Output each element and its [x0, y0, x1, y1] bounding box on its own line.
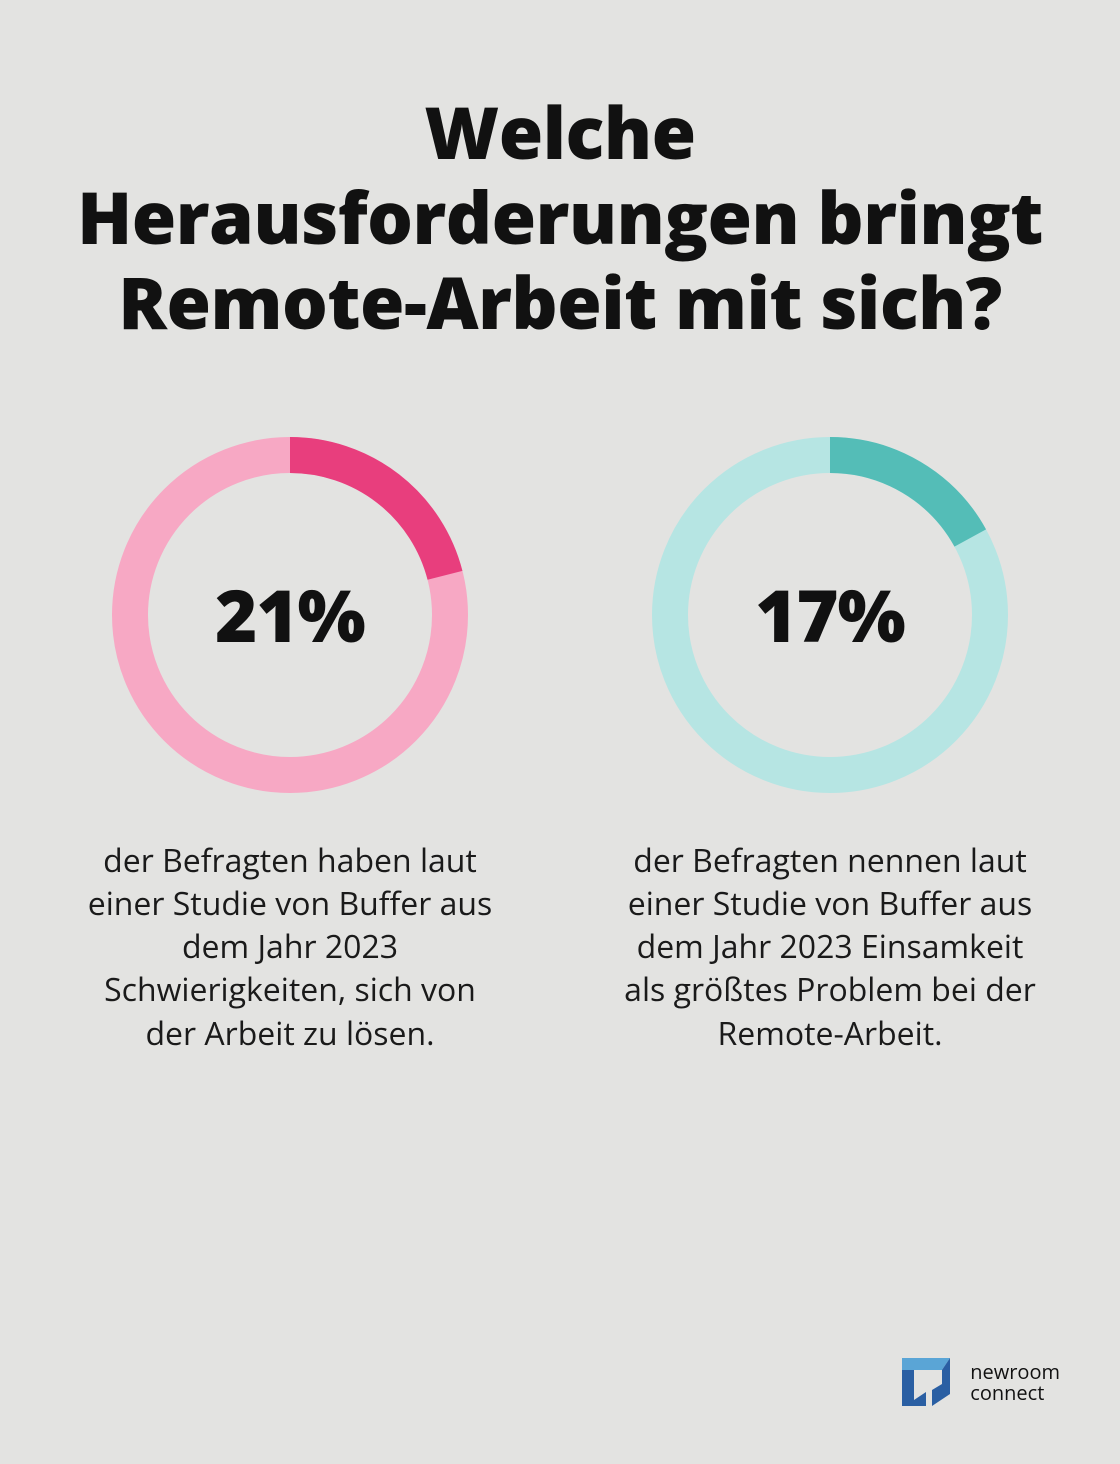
logo-line2: connect: [970, 1382, 1060, 1403]
caption-2: der Befragten nennen laut einer Studie v…: [620, 839, 1040, 1055]
donut-2-percent: 17%: [640, 425, 1020, 805]
caption-1: der Befragten haben laut einer Studie vo…: [80, 839, 500, 1055]
donut-2: 17%: [640, 425, 1020, 805]
page-title: Welche Herausforderungen bringt Remote-A…: [60, 90, 1060, 345]
donut-1: 21%: [100, 425, 480, 805]
charts-row: 21% der Befragten haben laut einer Studi…: [60, 425, 1060, 1055]
chart-2: 17% der Befragten nennen laut einer Stud…: [620, 425, 1040, 1055]
logo-icon: [892, 1350, 956, 1414]
brand-logo: newroom connect: [892, 1350, 1060, 1414]
logo-text: newroom connect: [970, 1361, 1060, 1403]
donut-1-percent: 21%: [100, 425, 480, 805]
chart-1: 21% der Befragten haben laut einer Studi…: [80, 425, 500, 1055]
